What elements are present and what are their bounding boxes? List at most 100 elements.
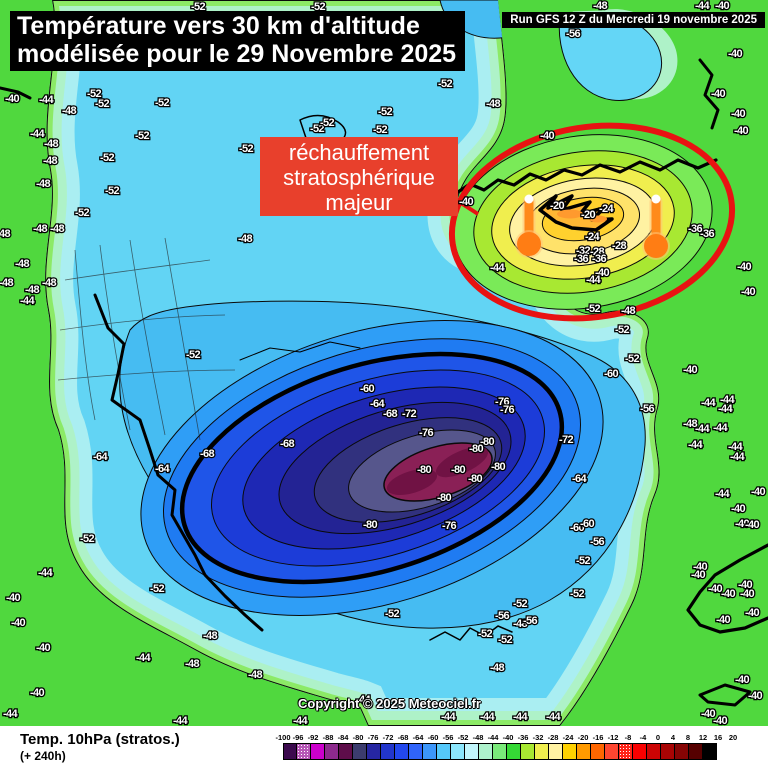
map-temperature-label: -64 [572,473,588,485]
legend-tick: -76 [367,733,379,742]
map-temperature-label: -40 [6,592,21,604]
legend-tick: -72 [382,733,394,742]
legend-tick: 8 [685,733,691,742]
legend-tick: -96 [292,733,304,742]
map-temperature-label: -80 [451,464,466,476]
map-temperature-label: -52 [478,628,493,640]
footer-bar: Temp. 10hPa (stratos.) (+ 240h) -100 -96-… [0,726,768,768]
map-temperature-label: -44 [173,715,189,726]
map-temperature-label: -72 [559,434,574,446]
map-temperature-label: -52 [100,152,115,164]
legend-tick: 20 [728,733,738,742]
map-temperature-label: -44 [3,708,19,720]
map-temperature-label: -76 [419,427,434,439]
map-temperature-label: -20 [581,209,596,221]
legend-tick: -60 [427,733,439,742]
map-area: -52 -52 -48 -44 -40 -56 -40 -44 -48 -44 -48 -48 -48-… [0,0,768,726]
map-temperature-label: -28 [590,246,605,258]
map-title-line1: Température vers 30 km d'altitude [17,12,420,40]
legend-tick: -56 [442,733,454,742]
vortex-core-patch [436,446,488,478]
legend-swatch [647,743,661,760]
map-temperature-label: -40 [731,108,746,120]
legend-swatch [353,743,367,760]
legend-swatch [563,743,577,760]
map-title-line2: modélisée pour le 29 Novembre 2025 [17,40,457,68]
legend-swatch [703,743,717,760]
legend-swatch [339,743,353,760]
map-temperature-label: -40 [737,261,752,273]
map-temperature-label: -52 [570,588,585,600]
map-temperature-label: -48 [50,223,65,235]
legend-swatch [381,743,395,760]
thermometer-icon-left [515,194,543,258]
map-temperature-label: -52 [320,117,335,129]
legend-tick: -24 [562,733,574,742]
legend-tick-labels: -100 -96 -92 -88 -84 -80 -76 -72 -68 -64 -60 -56 -52… [275,733,755,742]
legend-swatch [311,743,325,760]
map-temperature-label: -48 [513,618,528,630]
map-temperature-label: -44 [480,711,496,723]
legend-swatches [283,743,717,760]
map-temperature-label: -48 [42,277,57,289]
map-temperature-label: -48 [238,233,253,245]
map-temperature-label: -28 [612,240,627,252]
legend-swatch [409,743,423,760]
map-temperature-label: -44 [713,422,729,434]
legend-swatch [325,743,339,760]
map-temperature-label: -44 [513,711,529,723]
parameter-label: Temp. 10hPa (stratos.) [20,731,180,748]
map-temperature-label: -40 [683,364,698,376]
legend-tick: -52 [457,733,469,742]
map-temperature-label: -36 [574,253,589,265]
map-temperature-label: -56 [495,610,510,622]
legend-swatch [633,743,647,760]
copyright-text: Copyright © 2025 Meteociel.fr [298,696,481,711]
map-temperature-label: -44 [728,441,744,453]
map-temperature-label: -52 [105,185,120,197]
legend-swatch [297,743,311,760]
map-temperature-label: -40 [745,607,760,619]
map-temperature-label: -36 [700,228,715,240]
legend-tick: -92 [307,733,319,742]
map-temperature-label: -48 [203,630,218,642]
map-temperature-label: -40 [713,715,728,726]
map-temperature-label: -44 [39,94,55,106]
map-temperature-label: -40 [716,614,731,626]
warming-annotation-ellipse [448,122,736,322]
legend-tick: -12 [607,733,619,742]
legend-swatch [521,743,535,760]
map-temperature-label: -52 [513,598,528,610]
model-run-banner: Run GFS 12 Z du Mercredi 19 novembre 202… [502,12,765,28]
legend-tick: 0 [655,733,661,742]
legend-swatch [591,743,605,760]
legend-tick: -8 [624,733,632,742]
map-temperature-label: -48 [185,658,200,670]
warming-annotation-label: réchauffement stratosphérique majeur [260,137,458,216]
warm-core-orange-patch [589,215,607,223]
map-temperature-label: -48 [490,662,505,674]
map-temperature-label: -48 [36,178,51,190]
map-temperature-label: -56 [566,28,581,40]
map-temperature-label: -80 [469,443,484,455]
legend-swatch [493,743,507,760]
map-temperature-label: -80 [417,464,432,476]
warm-core-orange-patch [557,209,583,219]
thermometer-icon-right [642,194,670,260]
legend-swatch [661,743,675,760]
map-temperature-label: -40 [731,503,746,515]
legend-tick: -80 [352,733,364,742]
map-temperature-label: -40 [701,708,716,720]
map-temperature-label: -76 [495,396,510,408]
map-temperature-label: -68 [383,408,398,420]
map-temperature-label: -48 [25,284,40,296]
map-temperature-label: -44 [293,715,309,726]
map-temperature-label: -44 [720,394,736,406]
legend-tick: -4 [639,733,647,742]
map-temperature-label: -80 [480,436,495,448]
legend-swatch [451,743,465,760]
map-temperature-label: -40 [735,518,750,530]
legend-swatch [423,743,437,760]
map-temperature-label: -40 [728,48,743,60]
